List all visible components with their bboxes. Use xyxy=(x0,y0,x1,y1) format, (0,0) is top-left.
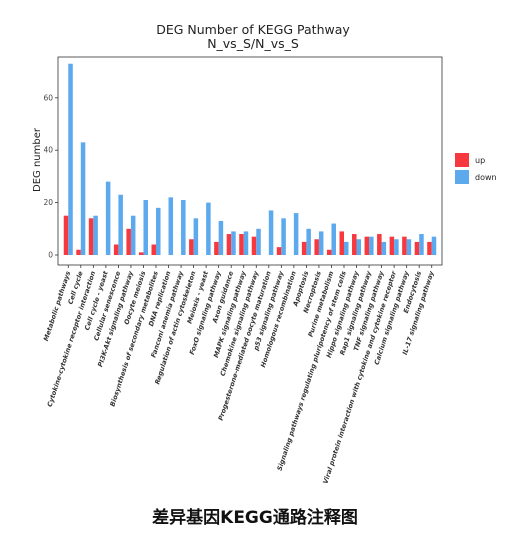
bar-down xyxy=(118,194,123,255)
y-tick-label: 60 xyxy=(43,93,53,102)
bar-up xyxy=(239,234,244,255)
bar-down xyxy=(344,241,349,255)
bar-down xyxy=(268,210,274,255)
bar-up xyxy=(126,228,131,255)
bar-up xyxy=(151,244,156,255)
y-tick-label: 20 xyxy=(43,198,53,207)
figure-caption: 差异基因KEGG通路注释图 xyxy=(152,508,358,528)
legend-label-up: up xyxy=(475,156,485,165)
y-axis: 0 20 40 60 xyxy=(43,93,58,260)
legend-swatch-up xyxy=(455,153,469,167)
bar-down xyxy=(168,197,174,255)
bar-up xyxy=(276,247,282,255)
bar-up xyxy=(389,236,395,255)
legend: up down xyxy=(455,153,497,184)
bar-up xyxy=(113,244,119,255)
bar-up xyxy=(226,234,232,255)
chart-subtitle: N_vs_S/N_vs_S xyxy=(207,36,299,51)
bar-down xyxy=(68,63,73,255)
bar-down xyxy=(356,239,362,255)
bar-down xyxy=(105,181,111,255)
legend-swatch-down xyxy=(455,170,469,184)
bar-up xyxy=(88,218,94,255)
bar-down xyxy=(406,239,412,255)
bar-down xyxy=(231,231,236,255)
y-tick-label: 40 xyxy=(43,146,53,155)
bar-up xyxy=(251,236,257,255)
bar-down xyxy=(293,213,299,255)
bar-down xyxy=(193,218,199,255)
bar-down xyxy=(381,241,387,255)
bar-up xyxy=(402,236,407,255)
bar-down xyxy=(181,199,186,255)
bar-down xyxy=(318,231,324,255)
bar-down xyxy=(419,234,424,255)
bar-up xyxy=(326,249,332,255)
bar-up xyxy=(189,239,194,255)
bar-down xyxy=(93,215,98,255)
bar-down xyxy=(156,207,161,255)
bar-down xyxy=(431,236,437,255)
y-axis-label: DEG number xyxy=(32,127,43,192)
bar-down xyxy=(306,228,311,255)
bar-up xyxy=(352,234,357,255)
bar-down xyxy=(130,215,136,255)
plot-frame xyxy=(57,56,443,266)
bar-down xyxy=(331,223,336,255)
bar-up xyxy=(377,234,382,255)
x-tick-label: Metabolic pathways xyxy=(42,270,72,342)
bar-up xyxy=(63,215,69,255)
bar-down xyxy=(143,199,148,255)
bar-down xyxy=(394,239,399,255)
chart-title: DEG Number of KEGG Pathway xyxy=(156,22,350,37)
bar-up xyxy=(76,249,81,255)
bar-down xyxy=(206,202,211,255)
bar-down xyxy=(80,142,86,255)
bar-up xyxy=(314,239,319,255)
bar-up xyxy=(427,241,432,255)
kegg-bar-chart: DEG Number of KEGG Pathway N_vs_S/N_vs_S… xyxy=(32,22,497,485)
bar-up xyxy=(364,236,370,255)
legend-label-down: down xyxy=(475,173,497,182)
bar-up xyxy=(138,252,144,255)
bar-down xyxy=(256,228,261,255)
bar-up xyxy=(301,241,307,255)
bar-up xyxy=(339,231,344,255)
bar-up xyxy=(414,241,420,255)
bar-down xyxy=(243,231,249,255)
bars-group xyxy=(63,63,437,255)
bar-up xyxy=(214,241,219,255)
bar-down xyxy=(281,218,286,255)
y-tick-label: 0 xyxy=(48,251,53,260)
bar-down xyxy=(369,236,374,255)
bar-down xyxy=(218,220,224,255)
